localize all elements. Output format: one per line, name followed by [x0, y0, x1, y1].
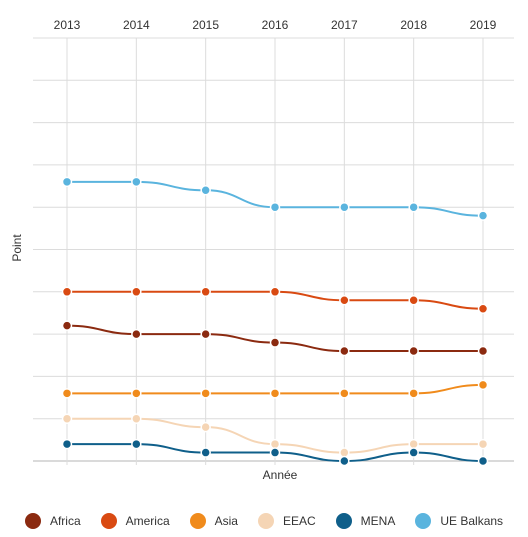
legend-swatch — [24, 513, 41, 529]
data-point[interactable] — [61, 413, 73, 424]
data-point[interactable] — [269, 447, 281, 458]
data-point[interactable] — [339, 447, 350, 458]
data-point[interactable] — [408, 388, 419, 399]
data-point[interactable] — [61, 286, 73, 298]
data-point[interactable] — [269, 201, 281, 213]
data-point[interactable] — [131, 286, 142, 298]
data-point[interactable] — [477, 379, 489, 391]
legend-item-eeac[interactable]: EEAC — [257, 513, 316, 529]
data-point[interactable] — [269, 438, 281, 450]
legend-label: Asia — [214, 514, 238, 528]
legend-item-mena[interactable]: MENA — [335, 513, 396, 529]
x-tick-label: 2017 — [331, 18, 358, 32]
x-tick-label: 2018 — [400, 18, 427, 32]
data-point[interactable] — [408, 201, 419, 213]
data-point[interactable] — [269, 286, 281, 298]
legend-swatch — [415, 513, 432, 529]
legend-item-ue-balkans[interactable]: UE Balkans — [415, 513, 503, 529]
x-tick-label: 2019 — [470, 18, 497, 32]
legend-item-america[interactable]: America — [100, 513, 170, 529]
legend-label: UE Balkans — [440, 514, 504, 528]
data-point[interactable] — [61, 388, 73, 399]
legend-label: EEAC — [282, 514, 316, 528]
data-point[interactable] — [200, 185, 211, 196]
data-point[interactable] — [339, 201, 350, 213]
data-point[interactable] — [61, 320, 73, 331]
legend-label: Africa — [49, 514, 81, 528]
data-point[interactable] — [131, 413, 142, 424]
legend-swatch — [100, 513, 117, 529]
series-points — [61, 176, 489, 467]
data-point[interactable] — [131, 438, 142, 450]
x-tick-label: 2016 — [262, 18, 289, 32]
legend-swatch — [335, 513, 352, 529]
legend-swatch — [257, 513, 274, 529]
data-point[interactable] — [131, 388, 142, 399]
data-point[interactable] — [131, 328, 142, 340]
x-axis-ticks: 2013 2014 2015 2016 2017 2018 2019 — [54, 18, 497, 32]
data-point[interactable] — [477, 455, 489, 467]
legend-item-asia[interactable]: Asia — [189, 513, 238, 529]
data-point[interactable] — [339, 388, 350, 399]
data-point[interactable] — [131, 176, 142, 188]
data-point[interactable] — [408, 345, 419, 357]
data-point[interactable] — [200, 447, 211, 458]
data-point[interactable] — [269, 337, 281, 348]
data-point[interactable] — [200, 286, 211, 298]
data-point[interactable] — [408, 295, 419, 306]
legend-swatch — [189, 513, 206, 529]
grid-lines — [33, 37, 514, 465]
data-point[interactable] — [477, 438, 489, 450]
data-point[interactable] — [477, 210, 489, 221]
legend-item-africa[interactable]: Africa — [24, 513, 81, 529]
legend-label: MENA — [360, 514, 396, 528]
data-point[interactable] — [200, 328, 211, 340]
y-axis-label: Point — [10, 234, 24, 262]
data-point[interactable] — [61, 176, 73, 188]
data-point[interactable] — [477, 345, 489, 357]
x-tick-label: 2014 — [123, 18, 150, 32]
data-point[interactable] — [339, 345, 350, 357]
data-point[interactable] — [339, 295, 350, 306]
data-point[interactable] — [408, 438, 419, 450]
data-point[interactable] — [269, 388, 281, 399]
x-tick-label: 2013 — [54, 18, 81, 32]
data-point[interactable] — [61, 438, 73, 450]
data-point[interactable] — [339, 455, 350, 467]
x-axis-label: Année — [263, 468, 298, 482]
data-point[interactable] — [408, 447, 419, 458]
data-point[interactable] — [477, 303, 489, 314]
x-tick-label: 2015 — [192, 18, 219, 32]
data-point[interactable] — [200, 388, 211, 399]
legend-label: America — [125, 514, 170, 528]
data-point[interactable] — [200, 421, 211, 433]
line-chart: 2013 2014 2015 2016 2017 2018 2019 Année Point — [10, 18, 514, 482]
chart-legend: Africa America Asia EEAC MENA UE Balkans — [0, 510, 528, 532]
